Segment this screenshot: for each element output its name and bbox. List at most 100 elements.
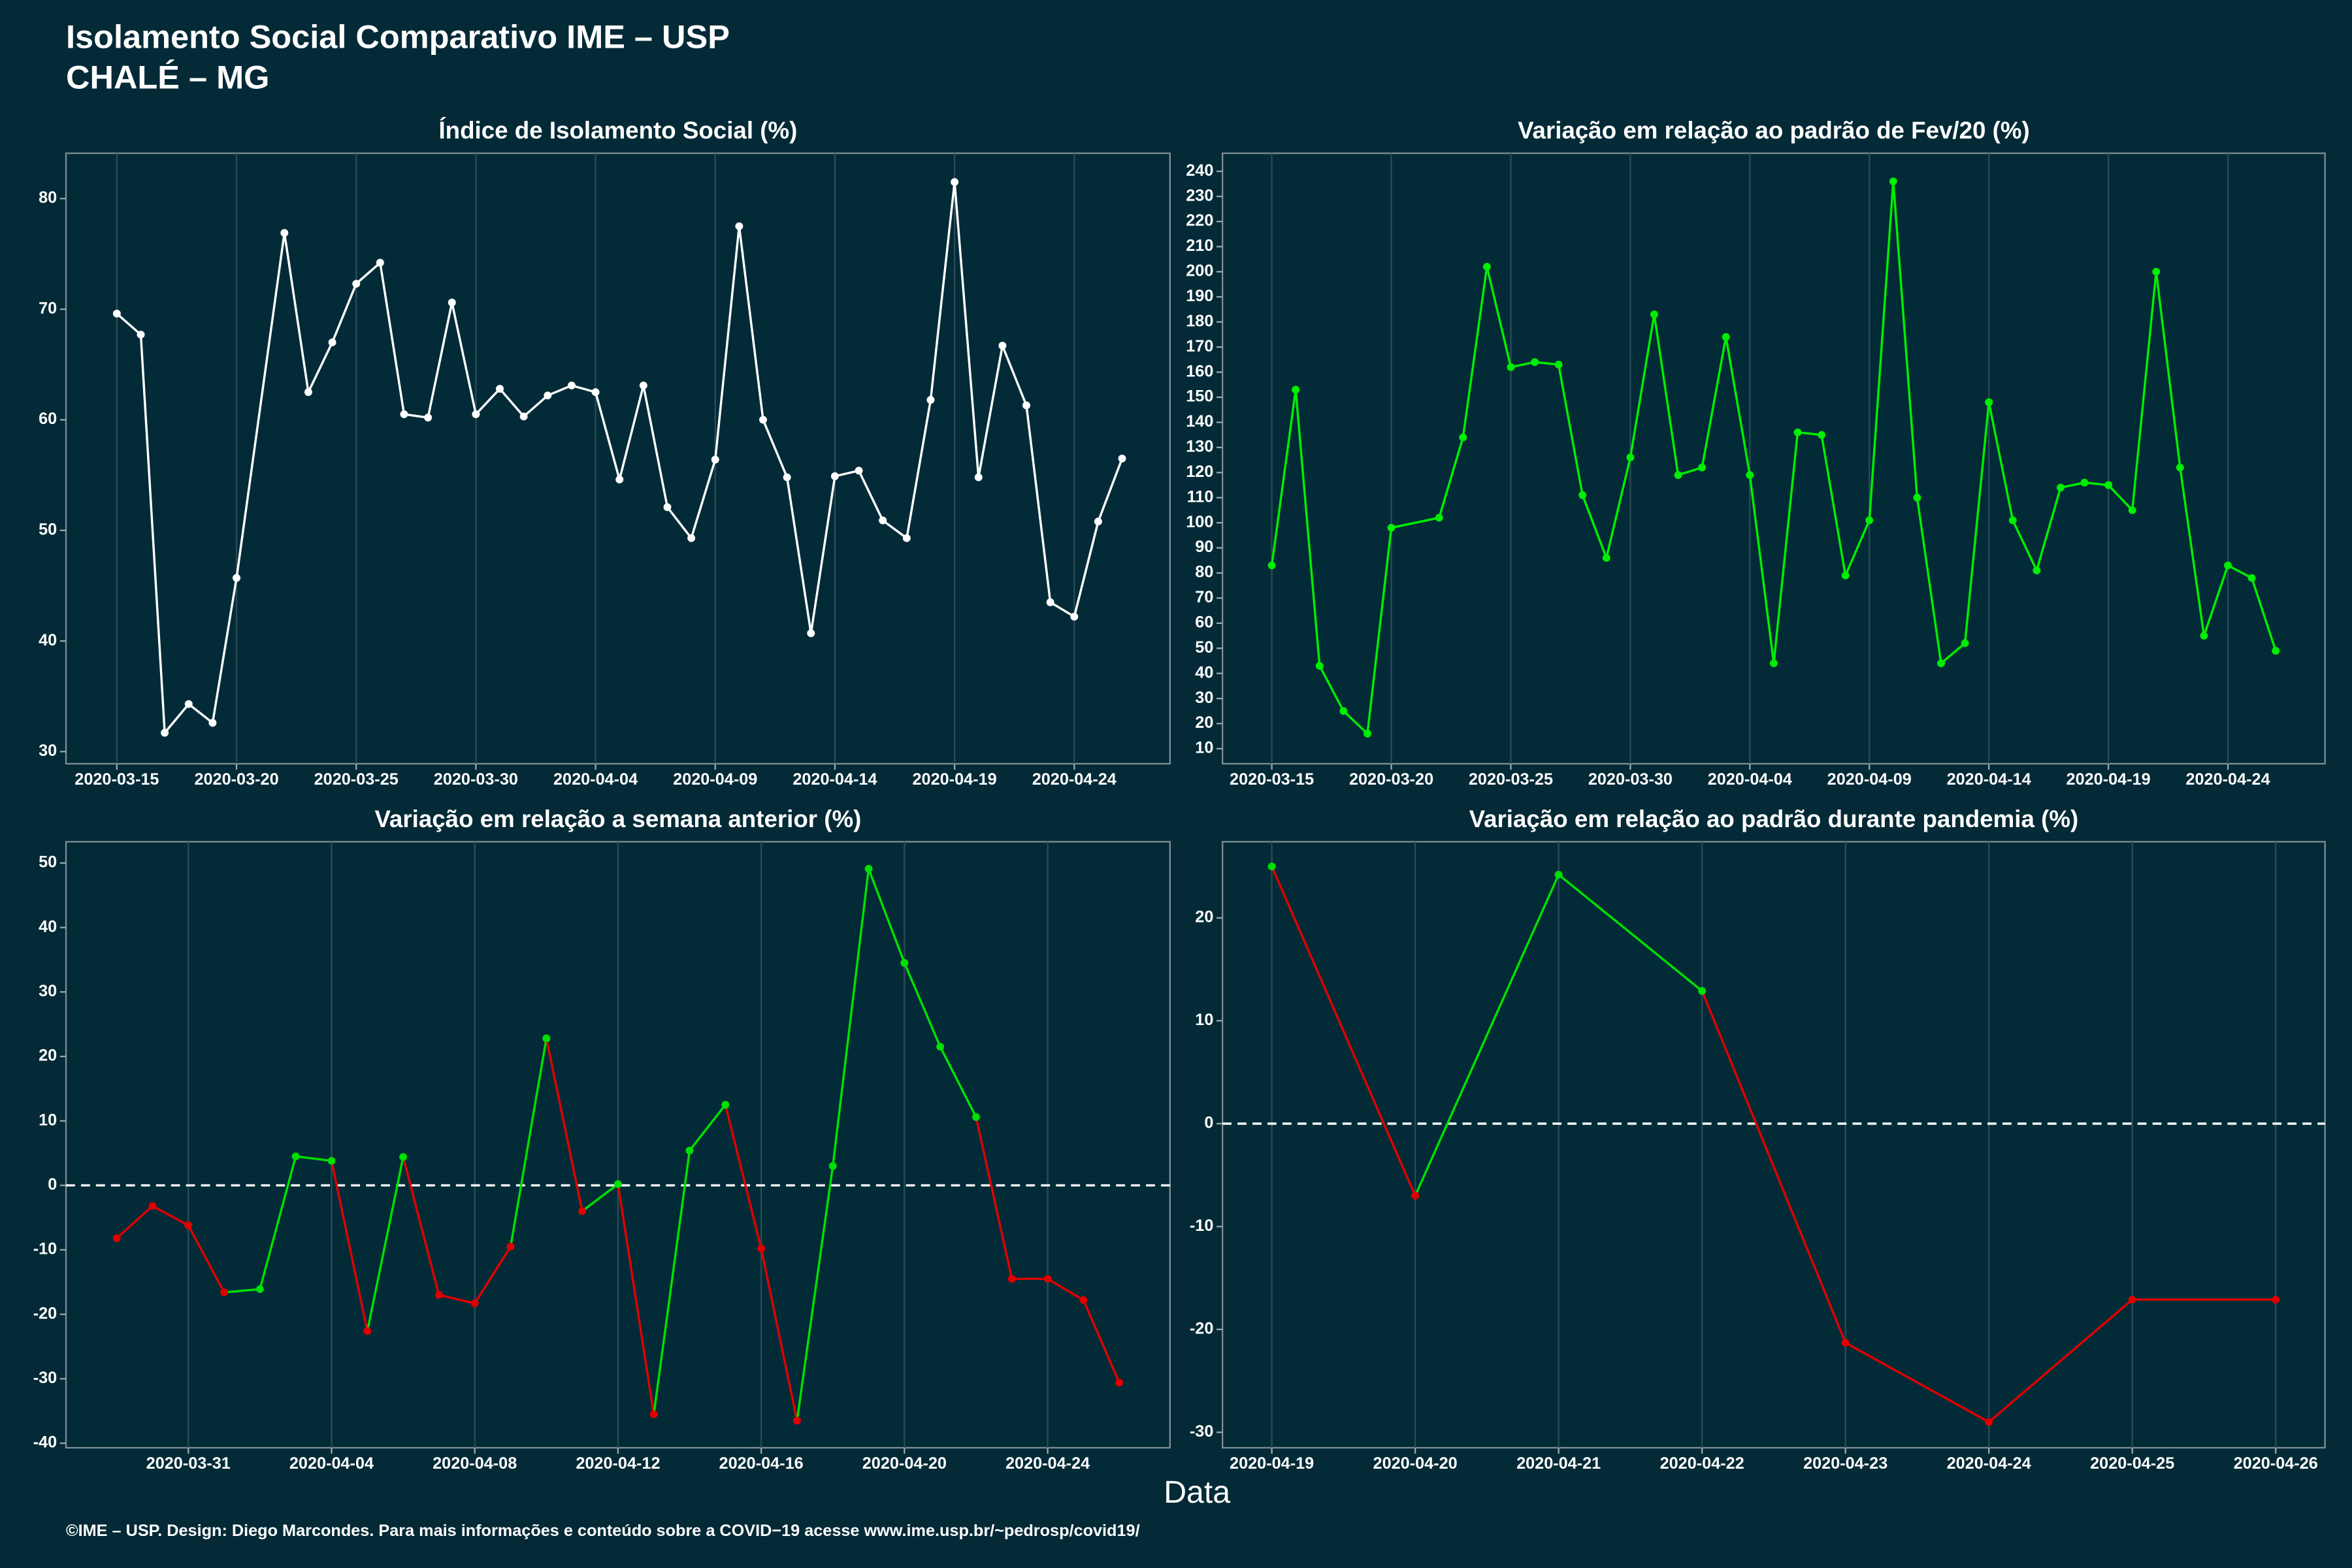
- y-tick-label: 240: [1186, 161, 1213, 180]
- line-segment: [1414, 874, 1560, 1196]
- point: [399, 1152, 408, 1161]
- x-tick-label: 2020-04-14: [792, 770, 877, 789]
- y-tick-label: -10: [1190, 1217, 1214, 1235]
- point: [1267, 561, 1276, 570]
- line-segment: [330, 1160, 368, 1331]
- point: [972, 1113, 980, 1121]
- y-tick-label: -30: [33, 1369, 57, 1387]
- y-tick-label: 70: [1195, 588, 1213, 606]
- point: [161, 728, 169, 737]
- x-tick-label: 2020-04-09: [1827, 770, 1912, 789]
- point: [1459, 433, 1467, 442]
- x-axis-label: Data: [1164, 1475, 1230, 1510]
- point: [1046, 598, 1054, 606]
- panel-title: Índice de Isolamento Social (%): [438, 117, 797, 144]
- point: [2056, 483, 2065, 492]
- x-tick-label: 2020-04-21: [1516, 1454, 1601, 1473]
- y-tick-label: 70: [39, 299, 57, 318]
- point: [220, 1288, 229, 1297]
- x-tick-label: 2020-04-24: [1005, 1454, 1090, 1473]
- y-tick-label: -20: [33, 1304, 57, 1322]
- panel-title: Variação em relação a semana anterior (%…: [374, 806, 861, 832]
- point: [1841, 571, 1850, 580]
- y-tick-label: 200: [1186, 262, 1213, 280]
- line-segment: [689, 1103, 727, 1152]
- point: [328, 338, 336, 347]
- point: [974, 473, 983, 482]
- point: [184, 1221, 193, 1230]
- y-tick-label: 0: [1204, 1114, 1213, 1132]
- point: [1722, 333, 1730, 341]
- line-segment: [402, 1156, 440, 1296]
- point: [233, 574, 241, 582]
- y-tick-label: 160: [1186, 362, 1213, 380]
- point: [542, 1034, 551, 1043]
- panel: [1222, 841, 2326, 1449]
- point: [1769, 659, 1778, 668]
- point: [2128, 1296, 2136, 1304]
- y-tick-label: 50: [39, 853, 57, 872]
- x-tick-label: 2020-04-09: [673, 770, 757, 789]
- point: [1387, 523, 1396, 532]
- point: [951, 178, 959, 186]
- line-segment: [975, 1117, 1013, 1279]
- point: [936, 1043, 945, 1051]
- point: [1961, 639, 1969, 647]
- x-tick-label: 2020-04-23: [1803, 1454, 1887, 1473]
- line-segment: [617, 1184, 655, 1414]
- line-segment: [724, 1104, 762, 1249]
- point: [649, 1410, 658, 1418]
- main-title: Isolamento Social Comparativo IME – USP: [66, 18, 730, 55]
- x-tick-label: 2020-04-26: [2234, 1454, 2318, 1473]
- point: [1292, 385, 1300, 394]
- x-tick-label: 2020-04-20: [862, 1454, 947, 1473]
- y-tick-label: 90: [1195, 538, 1213, 556]
- x-tick-label: 2020-04-24: [2185, 770, 2270, 789]
- y-tick-label: 40: [1195, 663, 1213, 681]
- line-segment: [939, 1046, 977, 1118]
- y-tick-label: 30: [39, 742, 57, 760]
- line-segment: [474, 1246, 512, 1304]
- x-tick-label: 2020-04-14: [1947, 770, 2031, 789]
- line-segment: [1082, 1299, 1120, 1383]
- point: [363, 1327, 372, 1335]
- point: [759, 416, 767, 424]
- panel-title: Variação em relação ao padrão durante pa…: [1469, 806, 2079, 832]
- y-tick-label: 50: [39, 520, 57, 538]
- point: [783, 473, 791, 482]
- y-tick-label: 30: [39, 982, 57, 1000]
- y-tick-label: 40: [39, 917, 57, 936]
- point: [112, 1234, 121, 1243]
- point: [879, 516, 887, 525]
- line-segment: [366, 1156, 404, 1331]
- x-tick-label: 2020-03-15: [1230, 770, 1314, 789]
- point: [1022, 401, 1030, 410]
- x-tick-label: 2020-04-19: [1230, 1454, 1314, 1473]
- point: [685, 1147, 694, 1155]
- x-tick-label: 2020-03-15: [74, 770, 159, 789]
- point: [711, 455, 719, 464]
- point: [1793, 428, 1802, 436]
- point: [735, 222, 743, 231]
- line-segment: [187, 1224, 225, 1293]
- point: [2272, 647, 2280, 655]
- x-tick-label: 2020-04-19: [913, 770, 997, 789]
- x-tick-label: 2020-04-04: [289, 1454, 374, 1473]
- y-tick-label: 30: [1195, 689, 1213, 707]
- point: [1865, 516, 1874, 525]
- point: [2128, 506, 2136, 514]
- point: [472, 410, 480, 419]
- point: [496, 385, 504, 393]
- point: [304, 388, 312, 397]
- subtitle: CHALÉ – MG: [66, 58, 269, 95]
- x-tick-label: 2020-04-19: [2066, 770, 2151, 789]
- point: [2176, 463, 2184, 472]
- point: [1602, 553, 1610, 562]
- y-tick-label: 220: [1186, 212, 1213, 230]
- y-tick-label: 100: [1186, 513, 1213, 531]
- y-tick-label: -40: [33, 1433, 57, 1452]
- point: [1507, 363, 1515, 371]
- x-tick-label: 2020-04-04: [1708, 770, 1792, 789]
- point: [830, 472, 839, 480]
